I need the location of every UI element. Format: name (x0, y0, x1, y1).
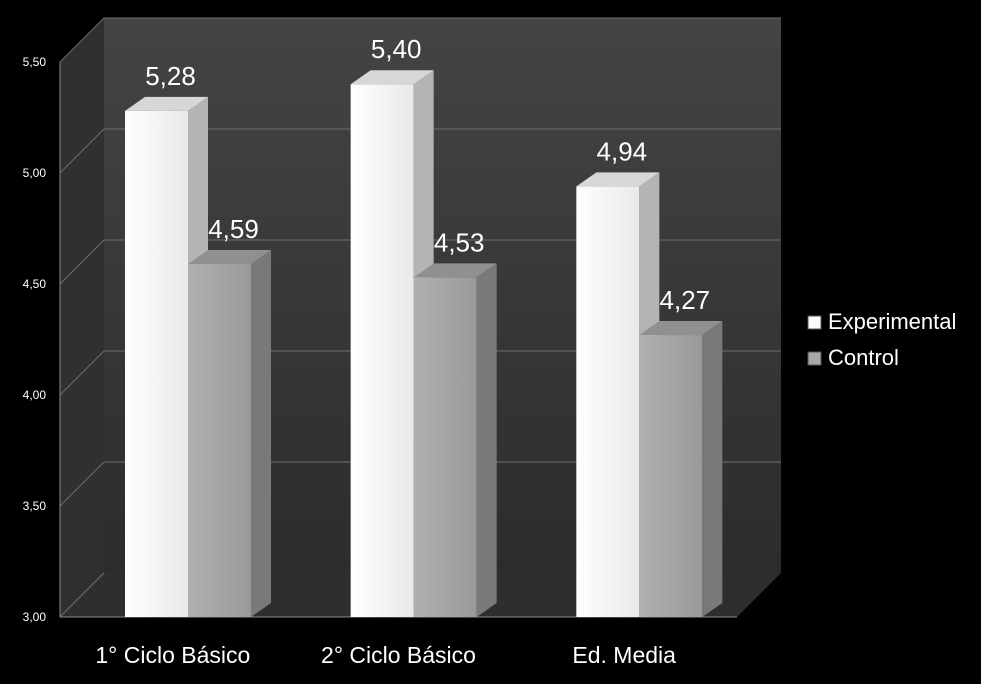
data-label: 5,40 (371, 34, 422, 64)
y-tick-label: 3,50 (23, 499, 47, 513)
experimental-bar (125, 110, 188, 617)
control-bar-top (188, 250, 271, 265)
gridline-side (59, 128, 105, 174)
experimental-bar (350, 84, 414, 617)
gridline-side (59, 350, 105, 396)
y-tick-label: 4,50 (23, 277, 47, 291)
control-bar-side (702, 321, 723, 617)
gridline-side (59, 461, 105, 507)
gridline-side (59, 17, 105, 63)
control-bar (639, 335, 703, 617)
legend-label: Control (828, 345, 899, 370)
control-bar-side (476, 263, 497, 617)
control-bar-top (639, 321, 723, 336)
y-tick-label: 5,00 (23, 166, 47, 180)
experimental-bar (576, 186, 640, 617)
legend-swatch-control (807, 351, 822, 366)
x-tick-label: 2° Ciclo Básico (321, 642, 476, 668)
control-bar-top (413, 263, 497, 278)
experimental-bar-top (576, 172, 660, 187)
gridline-side (59, 239, 105, 285)
control-bar (188, 264, 251, 617)
experimental-bar-top (350, 70, 434, 85)
data-label: 4,59 (208, 214, 259, 244)
control-bar-side (251, 250, 271, 617)
gridline-side (59, 572, 105, 618)
data-label: 4,53 (434, 227, 485, 257)
control-bar (413, 277, 477, 617)
side-wall (60, 18, 104, 617)
y-tick-label: 3,00 (23, 610, 47, 624)
legend-label: Experimental (828, 309, 956, 334)
data-label: 5,28 (145, 61, 196, 91)
x-tick-label: Ed. Media (572, 642, 676, 668)
data-label: 4,94 (597, 136, 648, 166)
data-label: 4,27 (660, 285, 711, 315)
y-tick-label: 5,50 (23, 55, 47, 69)
experimental-bar-top (125, 96, 208, 111)
y-tick-label: 4,00 (23, 388, 47, 402)
legend-swatch-experimental (807, 315, 822, 330)
x-tick-label: 1° Ciclo Básico (95, 642, 250, 668)
